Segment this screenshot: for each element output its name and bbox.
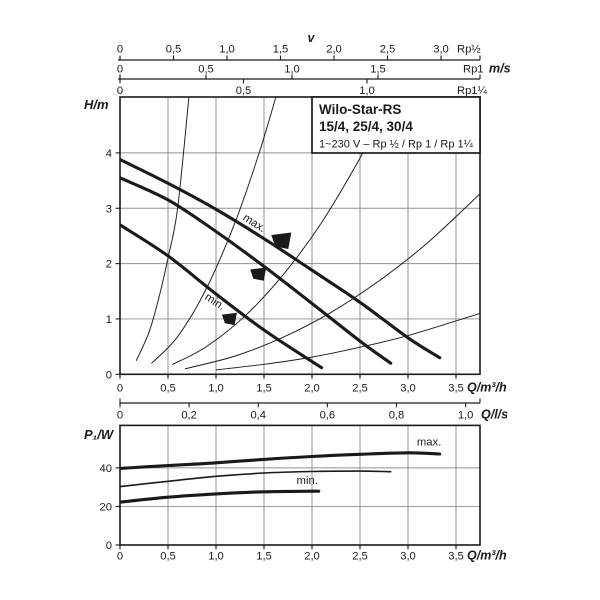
x-tick-label: 3,0	[400, 382, 416, 394]
velocity-tick-label: 0,5	[236, 85, 252, 97]
x-tick-label: 2,0	[304, 382, 320, 394]
guide-curve-3	[172, 133, 372, 365]
x-tick-label: 0	[117, 382, 123, 394]
velocity-tick-label: 2,5	[380, 44, 396, 56]
velocity-tick-label: 0,5	[166, 44, 182, 56]
pump-curve-min	[120, 223, 324, 370]
y-tick-label: 1	[106, 314, 112, 326]
x-tick-label: 2,0	[304, 551, 320, 563]
curve-group	[120, 451, 442, 504]
x-tick-label: 0,5	[160, 382, 176, 394]
curve-label-annotation: min.	[203, 291, 227, 313]
power-curve-min	[120, 489, 321, 504]
velocity-tick-label: 2,0	[326, 44, 342, 56]
x-tick-label: 3,5	[448, 382, 464, 394]
rp1-quarter-scale-label: Rp1¼	[457, 85, 488, 97]
guide-curve-4	[184, 193, 480, 370]
type-key-box: Wilo-Star-RS 15/4, 25/4, 30/4 1~230 V – …	[311, 96, 481, 154]
velocity-tick-label: 0,5	[198, 64, 214, 76]
pump-curve-max	[120, 157, 442, 360]
velocity-tick-label: 1,5	[273, 44, 289, 56]
guide-curve-5	[215, 312, 480, 371]
y-tick-label: 40	[100, 463, 112, 475]
velocity-tick-label: 0	[117, 44, 123, 56]
velocity-tick-label: 1,5	[370, 64, 386, 76]
x-tick-label: 1,5	[256, 551, 272, 563]
head-flow-chart: H/m max.min.0 0,5 1,0 1,5 2,0 2,5 3,0 3,501234 …	[84, 96, 507, 395]
power-curve-mid	[120, 470, 392, 488]
flow-ls-tick-label: 0,2	[181, 410, 197, 422]
x-tick-label: 2,5	[352, 382, 368, 394]
velocity-tick-label: 0	[117, 64, 123, 76]
x-tick-label: 0	[117, 551, 123, 563]
rp-half-scale-label: Rp½	[457, 44, 481, 56]
velocity-tick-label: 1,0	[359, 85, 375, 97]
power-axis-label: P₁/W	[84, 427, 115, 442]
rp1-scale-label: Rp1	[463, 64, 484, 76]
guide-curve-2	[151, 97, 277, 364]
speed-setting-flag	[271, 232, 292, 249]
velocity-axis-label: v	[308, 31, 316, 45]
x-tick-label: 0,5	[160, 551, 176, 563]
head-axis-label: H/m	[84, 97, 109, 112]
y-tick-label: 20	[100, 501, 112, 513]
curve-group	[120, 97, 480, 371]
x-tick-label: 3,0	[400, 551, 416, 563]
pump-curve-mid	[120, 176, 393, 365]
x-tick-label: 2,5	[352, 551, 368, 563]
velocity-tick-label: 1,0	[219, 44, 235, 56]
flow-unit-label-main: Q/m³/h	[467, 381, 507, 395]
pump-model-list: 15/4, 25/4, 30/4	[319, 119, 413, 134]
y-tick-label: 0	[106, 369, 112, 381]
power-curve-max	[120, 451, 442, 470]
velocity-scales: v 0 0,5 1,0 1,5 2,0 2,5 3,0 0 0,5 1,0 1,5 0 0,5 1,0 R…	[117, 31, 511, 97]
x-tick-label: 1,5	[256, 382, 272, 394]
flow-ls-tick-label: 0,6	[320, 410, 336, 422]
y-tick-label: 2	[106, 259, 112, 271]
x-tick-label: 1,0	[208, 382, 224, 394]
pump-series-name: Wilo-Star-RS	[319, 102, 401, 117]
head-chart-border	[119, 96, 481, 376]
pump-electrical-info: 1~230 V – Rp ½ / Rp 1 / Rp 1¼	[319, 139, 474, 151]
speed-setting-flag	[250, 267, 267, 281]
speed-setting-flag	[221, 312, 237, 326]
x-tick-label: 1,0	[208, 551, 224, 563]
guide-curve-1	[135, 97, 190, 361]
velocity-tick-label: 1,0	[284, 64, 300, 76]
flow-ls-tick-label: 0,8	[389, 410, 405, 422]
velocity-tick-label: 0	[117, 85, 123, 97]
velocity-tick-label: 3,0	[433, 44, 449, 56]
y-tick-label: 3	[106, 203, 112, 215]
x-tick-label: 3,5	[448, 551, 464, 563]
flow-ls-tick-label: 0,4	[250, 410, 266, 422]
power-flow-chart: P₁/W max. min. 0 0,5 1,0 1,5 2,0 2,5 3,0 3,5 0 20 40…	[84, 424, 507, 563]
flow-ls-tick-label: 1,0	[458, 410, 474, 422]
curve-label-annotation: max.	[417, 437, 441, 449]
flow-ls-unit-label: Q/l/s	[481, 408, 508, 422]
flow-ls-axis: 0 0,2 0,4 0,6 0,8 1,0 Q/l/s	[117, 398, 508, 422]
flow-ls-tick-label: 0	[117, 410, 123, 422]
type-key-box-frame	[311, 96, 481, 154]
velocity-unit-label: m/s	[489, 62, 511, 76]
y-tick-label: 0	[106, 540, 112, 552]
curve-label-annotation: min.	[297, 475, 318, 487]
flow-unit-label-power: Q/m³/h	[467, 549, 507, 563]
power-chart-border	[119, 424, 481, 546]
y-tick-label: 4	[106, 148, 112, 160]
